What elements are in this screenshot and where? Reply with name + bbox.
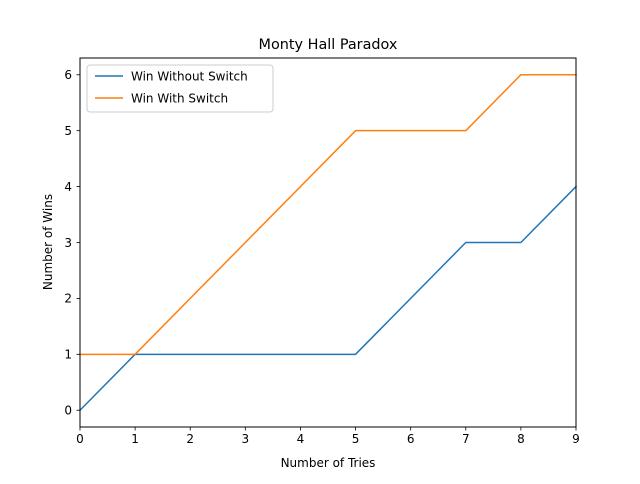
y-tick-label: 1 [64,348,72,362]
x-axis-ticks: 0 1 2 3 4 5 6 7 8 9 [76,427,580,446]
chart-title: Monty Hall Paradox [259,37,398,53]
y-tick-label: 2 [64,292,72,306]
y-tick-label: 4 [64,180,72,194]
y-tick-label: 6 [64,68,72,82]
x-tick-label: 3 [242,432,250,446]
x-tick-label: 8 [517,432,525,446]
y-tick-label: 3 [64,236,72,250]
x-tick-label: 1 [131,432,139,446]
x-tick-label: 6 [407,432,415,446]
y-tick-label: 0 [64,404,72,418]
x-axis-label: Number of Tries [281,456,376,470]
y-axis-label: Number of Wins [41,194,55,290]
legend-box [86,64,274,113]
plot-area [78,57,578,428]
y-axis-ticks: 0 1 2 3 4 5 6 [64,68,80,418]
series-line-2 [79,74,577,356]
legend: Win Without Switch Win With Switch [86,64,274,113]
x-tick-label: 9 [572,432,580,446]
x-tick-label: 5 [352,432,360,446]
x-tick-label: 7 [462,432,470,446]
y-tick-label: 5 [64,124,72,138]
x-tick-label: 4 [297,432,305,446]
legend-label: Win With Switch [131,91,228,105]
legend-label: Win Without Switch [131,69,248,83]
x-tick-label: 2 [186,432,194,446]
series-layer [78,74,578,412]
x-tick-label: 0 [76,432,84,446]
series-line-1 [78,185,578,412]
